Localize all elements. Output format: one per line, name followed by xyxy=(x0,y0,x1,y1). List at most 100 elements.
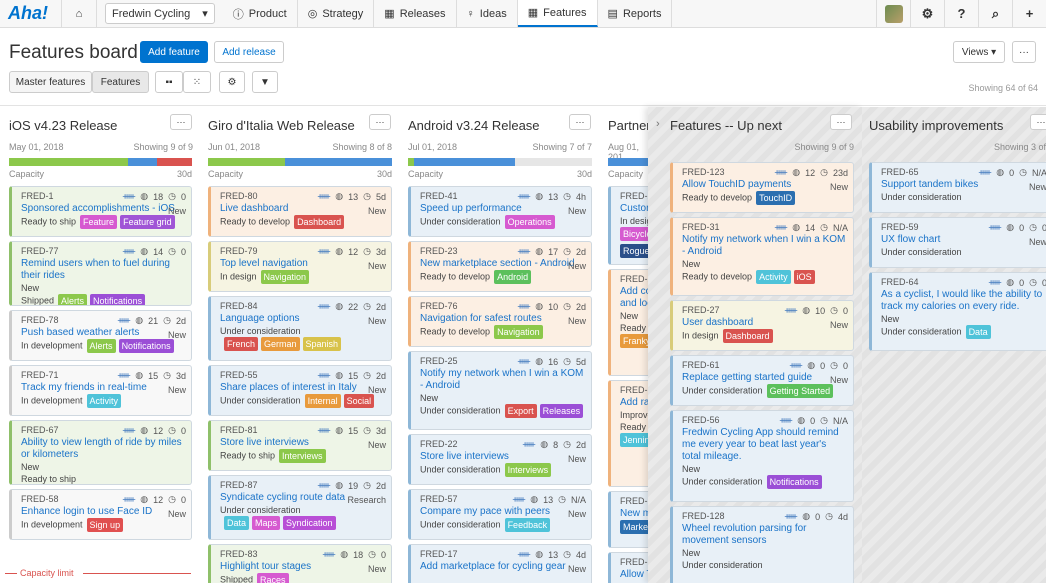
tab-strategy[interactable]: ◎ Strategy xyxy=(298,0,375,27)
column-title[interactable]: Android v3.24 Release xyxy=(408,118,540,133)
feature-title[interactable]: Highlight tour stages xyxy=(220,561,312,572)
feature-card[interactable]: FRED-87 ᚔ ◍ 19 ◷ 2d Research Syndicate cycling … xyxy=(208,475,392,540)
feature-card[interactable]: FRED-55 ᚔ ◍ 15 ◷ 2d New Share places of interes… xyxy=(208,365,392,416)
feature-title[interactable]: New ma xyxy=(620,508,648,519)
search-button[interactable]: ⌕ xyxy=(978,0,1012,27)
column-title[interactable]: Features -- Up next xyxy=(670,118,782,133)
feature-title[interactable]: Remind users when to fuel during their r… xyxy=(21,258,170,281)
feature-tag[interactable]: Feedback xyxy=(504,518,551,532)
feature-title[interactable]: Language options xyxy=(220,313,300,324)
feature-title[interactable]: Notify my network when I win a KOM - And… xyxy=(420,368,584,391)
features-toggle[interactable]: Features xyxy=(92,71,149,93)
feature-card[interactable]: FRED-80 ᚔ ◍ 13 ◷ 5d New Live dashboard Ready to … xyxy=(208,186,392,237)
column-menu-button[interactable]: ··· xyxy=(830,114,852,130)
feature-card[interactable]: FRED-21 Custom In designBicycle Rogue xyxy=(608,186,648,265)
feature-title[interactable]: Wheel revolution parsing for movement se… xyxy=(682,523,807,546)
feature-tag[interactable]: Navigation xyxy=(260,270,310,284)
feature-title[interactable]: Replace getting started guide xyxy=(682,372,813,383)
feature-tag[interactable]: Activity xyxy=(756,270,791,284)
feature-title[interactable]: Fredwin Cycling App should remind me eve… xyxy=(682,427,839,462)
feature-title[interactable]: Add marketplace for cycling gear xyxy=(420,561,566,572)
feature-tag[interactable]: Android xyxy=(494,270,532,284)
settings-button[interactable]: ⚙ xyxy=(910,0,944,27)
aha-logo[interactable]: Aha! xyxy=(0,0,62,27)
card-view-button[interactable]: ▪▪ xyxy=(155,71,183,93)
compact-view-button[interactable]: ⁙ xyxy=(183,71,211,93)
feature-tag[interactable]: Activity xyxy=(86,394,122,408)
feature-title[interactable]: Add ratin xyxy=(620,397,648,408)
feature-card[interactable]: FRED-15 New maMarketi xyxy=(608,491,648,548)
feature-title[interactable]: Compare my pace with peers xyxy=(420,506,551,517)
feature-title[interactable]: Top level navigation xyxy=(220,258,308,269)
feature-card[interactable]: FRED-78 ᚔ ◍ 21 ◷ 2d New Push based weather aler… xyxy=(9,310,192,361)
feature-card[interactable]: FRED-22 ᚔ ◍ 8 ◷ 2d New Store live interviews Und… xyxy=(408,434,592,485)
feature-title[interactable]: Allow TouchID payments xyxy=(682,179,792,190)
feature-tag[interactable]: Feature grid xyxy=(120,215,175,229)
feature-tag[interactable]: Releases xyxy=(539,404,584,418)
feature-tag[interactable]: Internal xyxy=(304,394,341,408)
feature-tag[interactable]: Maps xyxy=(252,516,281,530)
feature-card[interactable]: FRED-128 ᚔ ◍ 0 ◷ 4d Wheel revolution parsing f… xyxy=(670,506,854,583)
user-avatar-button[interactable] xyxy=(876,0,910,27)
feature-card[interactable]: FRED-31 ᚔ ◍ 14 ◷ N/A Notify my network when I … xyxy=(670,217,854,296)
feature-card[interactable]: FRED-41 ᚔ ◍ 13 ◷ 4h New Speed up performance Und… xyxy=(408,186,592,237)
feature-title[interactable]: Add con and loca xyxy=(620,286,648,309)
chevron-right-icon[interactable]: › xyxy=(656,118,660,130)
tab-product[interactable]: ⓘ Product xyxy=(223,0,298,27)
feature-tag[interactable]: Notifications xyxy=(766,475,822,489)
feature-title[interactable]: Track my friends in real-time xyxy=(21,382,147,393)
feature-card[interactable]: FRED-76 ᚔ ◍ 10 ◷ 2d New Navigation for safest r… xyxy=(408,296,592,347)
feature-title[interactable]: Store live interviews xyxy=(220,437,309,448)
feature-tag[interactable]: Operations xyxy=(504,215,555,229)
column-menu-button[interactable]: ··· xyxy=(569,114,591,130)
feature-tag[interactable]: Social xyxy=(343,394,375,408)
feature-card[interactable]: FRED-61 ᚔ ◍ 0 ◷ 0 New Replace getting started g… xyxy=(670,355,854,406)
feature-title[interactable]: Navigation for safest routes xyxy=(420,313,542,324)
feature-title[interactable]: Live dashboard xyxy=(220,203,289,214)
column-menu-button[interactable]: ··· xyxy=(369,114,391,130)
column-title[interactable]: iOS v4.23 Release xyxy=(9,118,118,133)
add-feature-button[interactable]: Add feature xyxy=(140,41,208,63)
feature-card[interactable]: FRED-58 ᚔ ◍ 12 ◷ 0 New Enhance login to use Fac… xyxy=(9,489,192,540)
feature-tag[interactable]: Alerts xyxy=(58,294,88,305)
column-menu-button[interactable]: ··· xyxy=(1030,114,1046,130)
feature-tag[interactable]: Dashboard xyxy=(722,329,773,343)
column-title[interactable]: Partner xyxy=(608,118,648,133)
feature-card[interactable]: FRED-16 Add ratin Improve Ready toJenning xyxy=(608,380,648,487)
feature-tag[interactable]: Interviews xyxy=(504,463,552,477)
board-settings-button[interactable]: ⚙ xyxy=(219,71,245,93)
tab-features[interactable]: ▦ Features xyxy=(517,0,598,27)
feature-card[interactable]: FRED-23 ᚔ ◍ 17 ◷ 2d New New marketplace section… xyxy=(408,241,592,292)
feature-tag[interactable]: Export xyxy=(504,404,537,418)
feature-tag[interactable]: TouchID xyxy=(756,191,796,205)
feature-tag[interactable]: Marketi xyxy=(620,520,648,534)
column-title[interactable]: Giro d'Italia Web Release xyxy=(208,118,355,133)
feature-tag[interactable]: iOS xyxy=(793,270,815,284)
column-title[interactable]: Usability improvements xyxy=(869,118,1004,133)
feature-title[interactable]: Notify my network when I win a KOM - And… xyxy=(682,234,846,257)
feature-tag[interactable]: Jenning xyxy=(620,433,648,447)
more-menu-button[interactable]: ··· xyxy=(1012,41,1036,63)
feature-card[interactable]: FRED-20 Add con and loca New Ready toFranky xyxy=(608,269,648,376)
feature-tag[interactable]: French xyxy=(224,337,259,351)
feature-tag[interactable]: Data xyxy=(965,325,991,339)
feature-tag[interactable]: Franky xyxy=(620,334,648,348)
feature-title[interactable]: Ability to view length of ride by miles … xyxy=(21,437,182,460)
feature-tag[interactable]: Data xyxy=(224,516,250,530)
feature-card[interactable]: FRED-65 ᚔ ◍ 0 ◷ N/A New Support tandem bikes Und… xyxy=(869,162,1046,213)
add-release-button[interactable]: Add release xyxy=(214,41,284,63)
feature-card[interactable]: FRED-57 ᚔ ◍ 13 ◷ N/A New Compare my pace with p… xyxy=(408,489,592,540)
feature-tag[interactable]: Races xyxy=(257,573,289,583)
feature-card[interactable]: FRED-25 ᚔ ◍ 16 ◷ 5d Notify my network when I w… xyxy=(408,351,592,430)
feature-tag[interactable]: Notifications xyxy=(90,294,146,305)
feature-tag[interactable]: Dashboard xyxy=(294,215,345,229)
feature-title[interactable]: Share places of interest in Italy xyxy=(220,382,357,393)
feature-card[interactable]: FRED-67 ᚔ ◍ 12 ◷ 0 Ability to view length of r… xyxy=(9,420,192,485)
feature-title[interactable]: Support tandem bikes xyxy=(881,179,979,190)
feature-tag[interactable]: Spanish xyxy=(302,337,342,351)
feature-card[interactable]: FRED-123 ᚔ ◍ 12 ◷ 23d New Allow TouchID payment… xyxy=(670,162,854,213)
feature-tag[interactable]: Sign up xyxy=(86,518,124,532)
tab-releases[interactable]: ▦ Releases xyxy=(374,0,457,27)
feature-title[interactable]: Enhance login to use Face ID xyxy=(21,506,153,517)
